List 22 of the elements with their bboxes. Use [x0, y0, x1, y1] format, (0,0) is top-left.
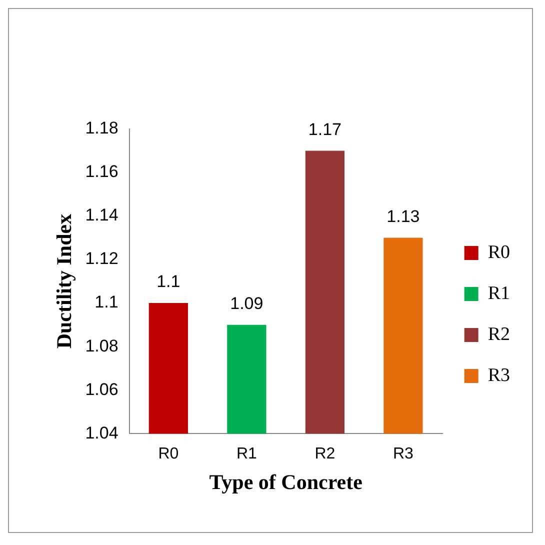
y-tick-label: 1.04 [85, 423, 118, 442]
y-tick-label: 1.14 [85, 206, 118, 225]
data-label: 1.1 [156, 272, 180, 292]
y-tick-label: 1.18 [85, 118, 118, 138]
legend-label: R2 [488, 324, 510, 345]
x-tick-label: R1 [236, 446, 258, 463]
legend-label: R3 [488, 364, 510, 386]
data-label: 1.09 [230, 294, 264, 313]
y-tick-label: 1.12 [85, 249, 118, 268]
y-tick-label: 1.08 [85, 336, 118, 356]
legend-label: R0 [488, 242, 510, 263]
y-tick-label: 1.06 [85, 380, 118, 399]
x-tick-label: R3 [392, 446, 414, 463]
x-tick-label: R0 [158, 446, 179, 463]
legend-label: R1 [488, 282, 510, 304]
y-axis-title: Ductility Index [52, 213, 76, 349]
x-tick-label: R2 [314, 446, 336, 463]
y-tick-label: 1.1 [94, 292, 118, 312]
data-label: 1.17 [308, 120, 342, 139]
x-axis-title: Type of Concrete [209, 470, 362, 494]
data-label: 1.13 [386, 206, 420, 226]
y-tick-label: 1.16 [85, 162, 118, 182]
